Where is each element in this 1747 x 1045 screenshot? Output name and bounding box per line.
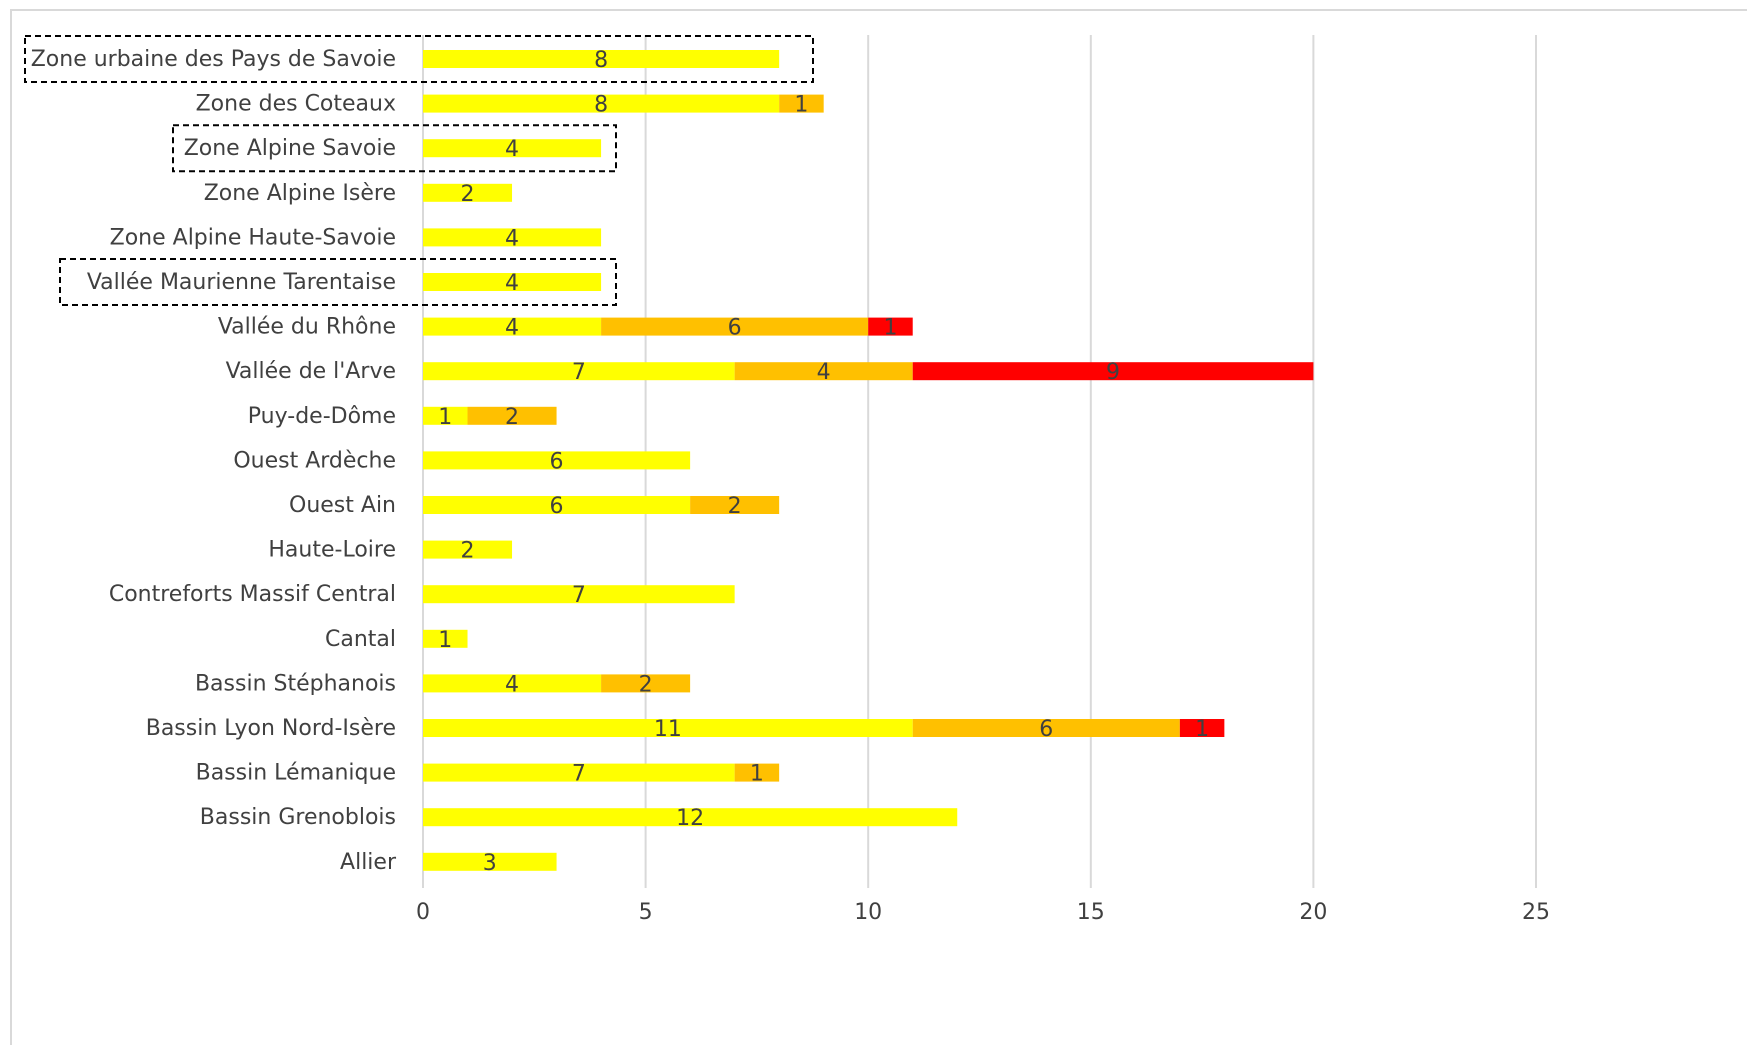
data-label: 2 [461, 182, 475, 207]
data-label: 6 [728, 316, 742, 341]
bar-segment [423, 496, 691, 514]
bar-segment [423, 50, 780, 68]
bar-segment [779, 94, 824, 113]
bar-segment [423, 674, 602, 693]
category-label: Zone des Coteaux [196, 92, 396, 117]
category-label: Zone Alpine Isère [204, 181, 396, 206]
category-label: Cantal [325, 627, 396, 652]
data-label: 2 [461, 539, 475, 564]
category-label: Bassin Stéphanois [195, 671, 396, 696]
bar-segment [423, 317, 602, 336]
bar-segment [423, 585, 735, 604]
data-label: 1 [794, 93, 808, 118]
category-label: Zone Alpine Savoie [184, 136, 396, 161]
data-label: 12 [676, 806, 704, 831]
data-label: 4 [505, 226, 519, 251]
bar-segment [423, 406, 468, 425]
chart-frame [10, 9, 1747, 1045]
bar-segment [601, 674, 691, 693]
category-label: Vallée du Rhône [218, 315, 396, 340]
data-label: 4 [817, 360, 831, 385]
category-labels: Zone urbaine des Pays de Savoie Zone des … [31, 47, 397, 875]
bar-segment [423, 273, 602, 291]
data-label: 7 [572, 762, 586, 787]
bar-segment [734, 362, 913, 381]
category-label: Zone urbaine des Pays de Savoie [31, 47, 396, 72]
bar-segment [423, 228, 602, 247]
data-label: 1 [750, 762, 764, 787]
x-tick-label: 15 [1077, 900, 1105, 925]
bar-segment [734, 763, 780, 782]
category-label: Haute-Loire [268, 538, 396, 563]
data-label: 4 [505, 316, 519, 341]
bar-segment [912, 719, 1180, 737]
highlight-boxes [24, 35, 814, 306]
data-label: 1 [438, 628, 452, 653]
bar-segment [868, 317, 913, 336]
bar-segment [423, 183, 513, 202]
bar-segment [423, 629, 468, 648]
category-label: Bassin Lyon Nord-Isère [146, 716, 396, 741]
bar-segment [467, 406, 557, 425]
highlight-box [172, 124, 617, 173]
data-label: 9 [1106, 360, 1120, 385]
bar-segment [423, 139, 602, 158]
data-label: 2 [505, 405, 519, 430]
x-tick-label: 10 [854, 900, 882, 925]
data-label: 4 [505, 271, 519, 296]
data-label: 1 [1195, 717, 1209, 742]
bar-segment [423, 362, 735, 381]
data-label: 7 [572, 583, 586, 608]
bar-segment [601, 317, 869, 336]
bar-segment [690, 496, 780, 514]
data-label: 8 [594, 48, 608, 73]
bar-segment [423, 719, 913, 737]
category-label: Ouest Ain [289, 493, 396, 518]
bar-segment [423, 451, 691, 470]
bar-segment [423, 540, 513, 559]
x-tick-label: 0 [416, 900, 430, 925]
category-label: Vallée Maurienne Tarentaise [87, 270, 396, 295]
data-label: 2 [639, 672, 653, 697]
data-label: 6 [550, 494, 564, 519]
bar-segment [423, 763, 735, 782]
highlight-box [24, 35, 814, 83]
highlight-box [59, 258, 617, 306]
category-label: Bassin Lémanique [196, 761, 396, 786]
category-label: Allier [340, 850, 397, 875]
bar-segment [423, 852, 557, 871]
category-label: Zone Alpine Haute-Savoie [110, 225, 396, 250]
category-label: Vallée de l'Arve [226, 359, 396, 384]
data-label: 4 [505, 137, 519, 162]
data-label: 4 [505, 672, 519, 697]
x-axis-ticks: 0 5 10 15 20 25 [416, 900, 1550, 925]
x-tick-label: 25 [1522, 900, 1550, 925]
bar-segment [423, 808, 958, 827]
data-label: 8 [594, 93, 608, 118]
category-label: Contreforts Massif Central [109, 582, 396, 607]
data-label: 1 [438, 405, 452, 430]
data-label: 1 [883, 316, 897, 341]
bar-segment [1179, 719, 1225, 737]
data-label: 6 [550, 449, 564, 474]
category-label: Bassin Grenoblois [200, 805, 396, 830]
category-label: Ouest Ardèche [233, 448, 396, 473]
data-label: 11 [654, 717, 682, 742]
x-tick-label: 5 [639, 900, 653, 925]
category-label: Puy-de-Dôme [248, 404, 396, 429]
data-label: 2 [728, 494, 742, 519]
data-label: 6 [1039, 717, 1053, 742]
bar-segment [423, 94, 780, 113]
x-tick-label: 20 [1299, 900, 1327, 925]
bar-segment [912, 362, 1314, 381]
data-label: 3 [483, 851, 497, 876]
data-label: 7 [572, 360, 586, 385]
